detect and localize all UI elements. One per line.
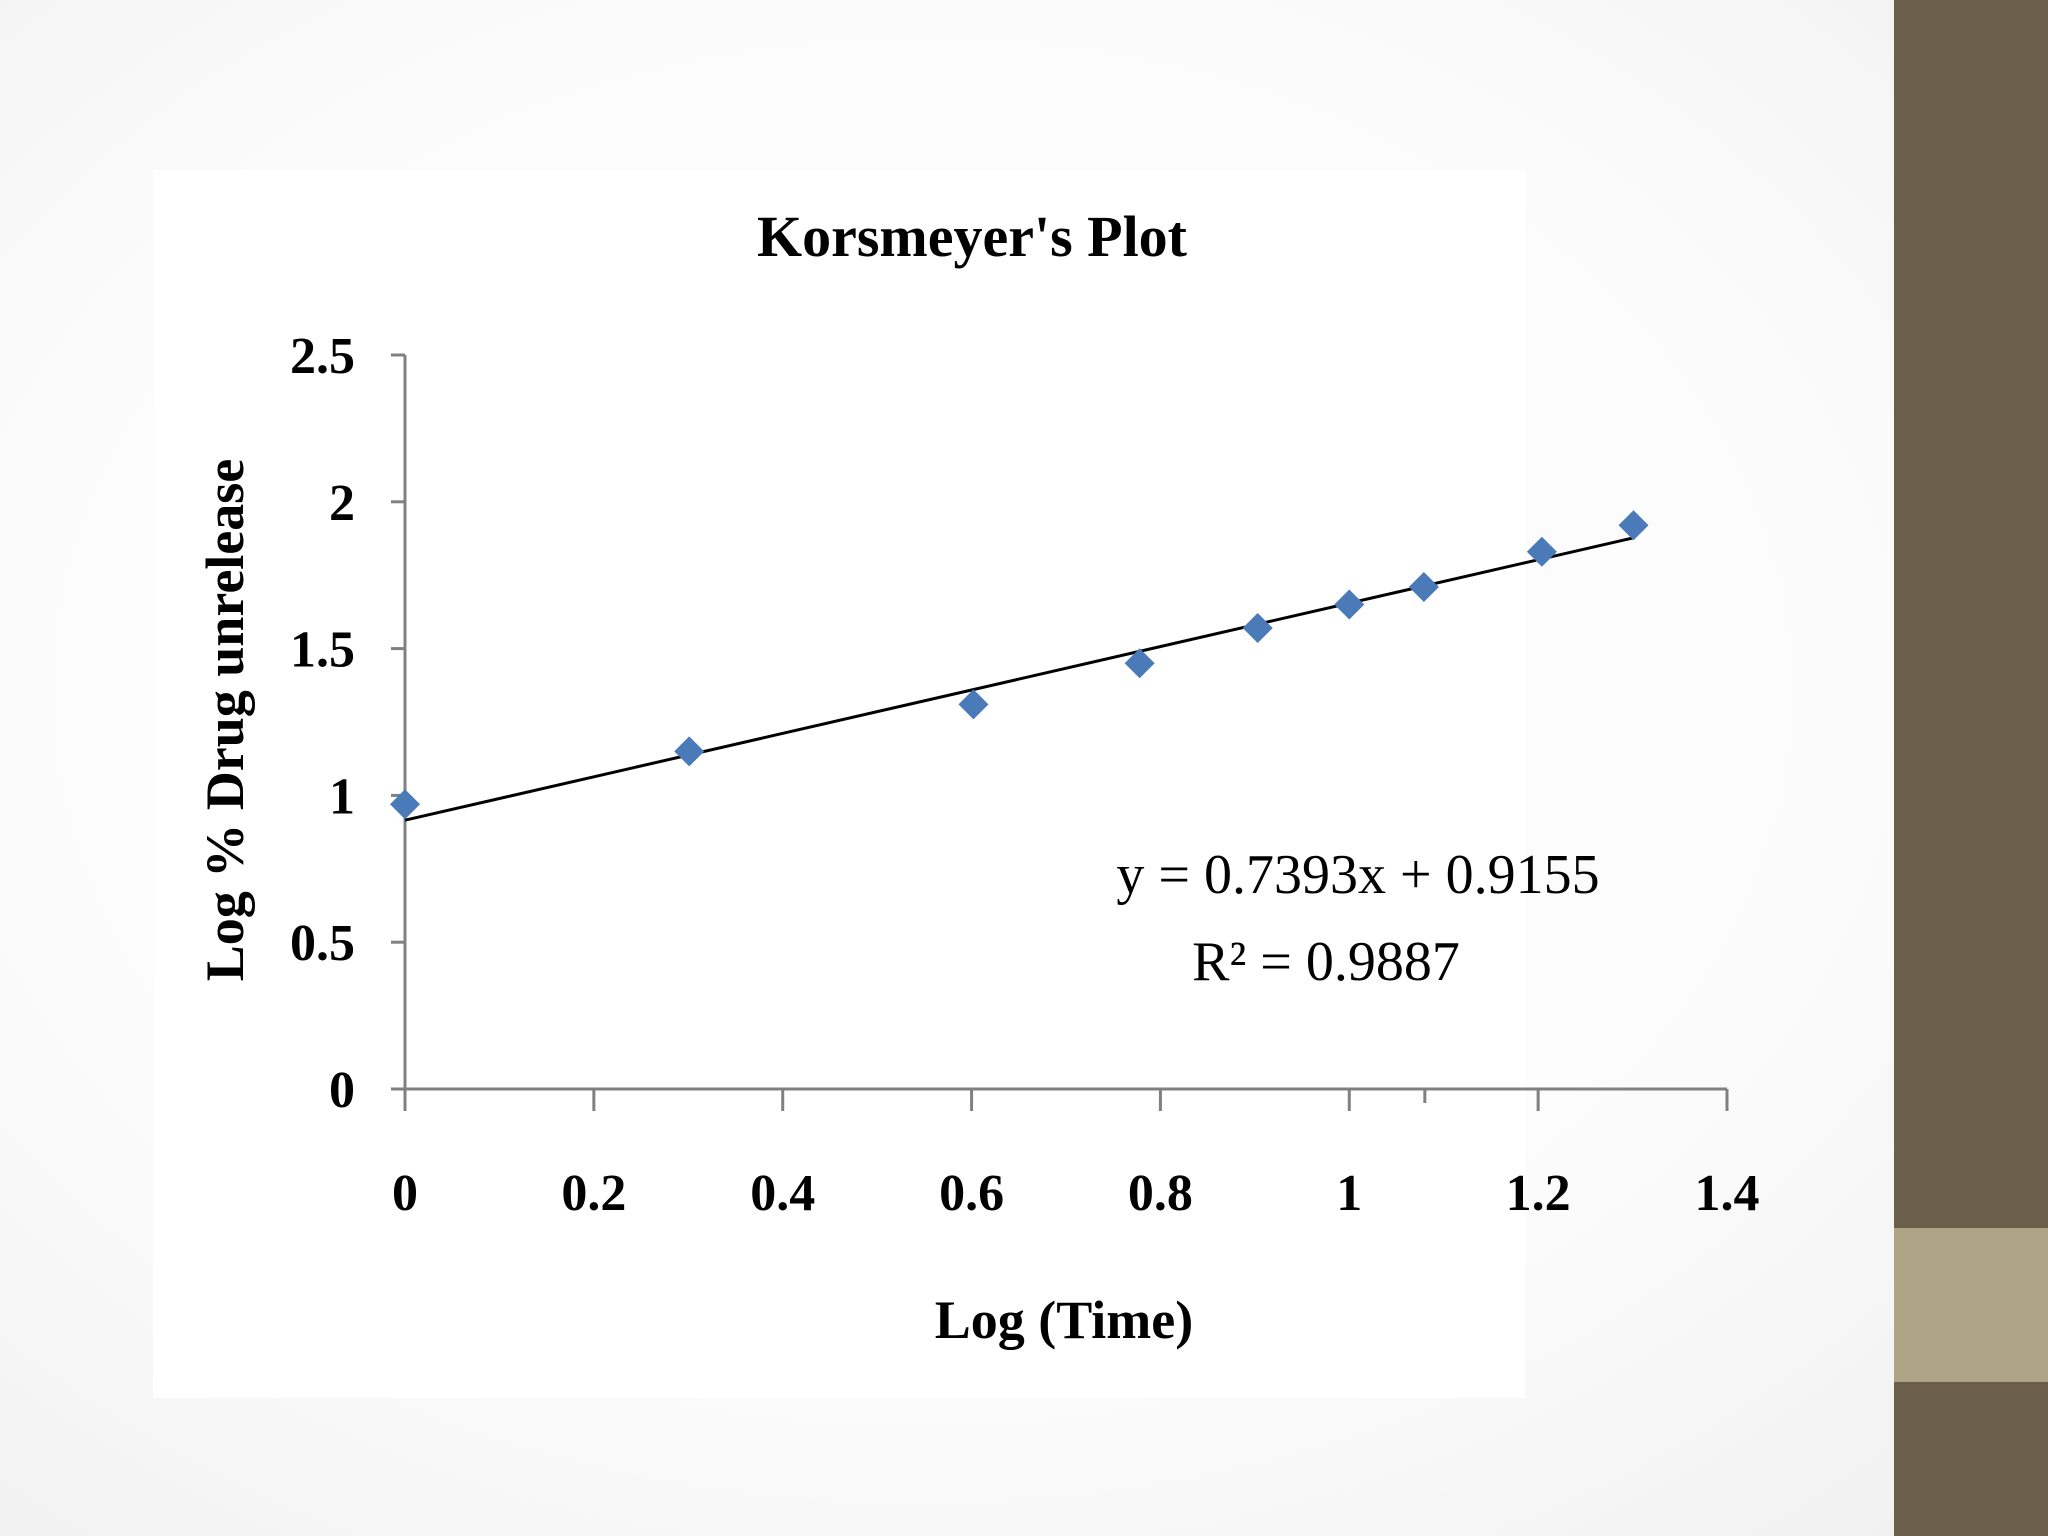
trendline xyxy=(404,536,1634,822)
x-tick-label: 0.6 xyxy=(939,1165,1004,1222)
x-axis-title: Log (Time) xyxy=(935,1290,1193,1350)
y-tick-label: 0.5 xyxy=(290,915,355,972)
data-point-marker xyxy=(674,736,705,767)
x-tick-label: 0.2 xyxy=(561,1165,626,1222)
x-tick-label: 1.2 xyxy=(1506,1165,1571,1222)
chart-panel xyxy=(153,170,1525,1398)
trendline-r-squared: R² = 0.9887 xyxy=(1192,931,1460,993)
y-tick-label: 1 xyxy=(329,768,355,825)
trendline-equation: y = 0.7393x + 0.9155 xyxy=(1116,844,1599,906)
y-tick-label: 2 xyxy=(329,475,355,532)
data-point-marker xyxy=(958,689,989,720)
y-axis-ticks xyxy=(391,353,405,1091)
y-axis-tick-labels: 0 0.5 1 1.5 2 2.5 xyxy=(290,328,355,1119)
data-markers xyxy=(390,510,1649,820)
y-axis-title: Log % Drug unrelease xyxy=(195,459,255,982)
x-tick-label: 1 xyxy=(1336,1165,1362,1222)
data-point-marker xyxy=(1242,613,1273,644)
x-tick-label: 0 xyxy=(392,1165,418,1222)
y-tick-label: 2.5 xyxy=(290,328,355,385)
x-axis-tick-labels: 0 0.2 0.4 0.6 0.8 1 1.2 1.4 xyxy=(392,1165,1760,1222)
data-point-marker xyxy=(1408,571,1439,602)
data-point-marker xyxy=(1124,648,1155,679)
x-tick-label: 1.4 xyxy=(1695,1165,1760,1222)
slide-side-band-accent xyxy=(1894,1228,2048,1382)
x-tick-label: 0.4 xyxy=(750,1165,815,1222)
y-axis-title-group: Log % Drug unrelease xyxy=(195,459,255,982)
data-point-marker xyxy=(1334,589,1365,620)
y-tick-label: 1.5 xyxy=(290,622,355,679)
x-tick-label: 0.8 xyxy=(1128,1165,1193,1222)
y-tick-label: 0 xyxy=(329,1062,355,1119)
x-axis-ticks xyxy=(403,1089,1729,1111)
data-point-marker xyxy=(390,789,420,820)
data-point-marker xyxy=(1618,510,1649,541)
chart-title: Korsmeyer's Plot xyxy=(757,204,1188,269)
data-point-marker xyxy=(1526,536,1557,567)
